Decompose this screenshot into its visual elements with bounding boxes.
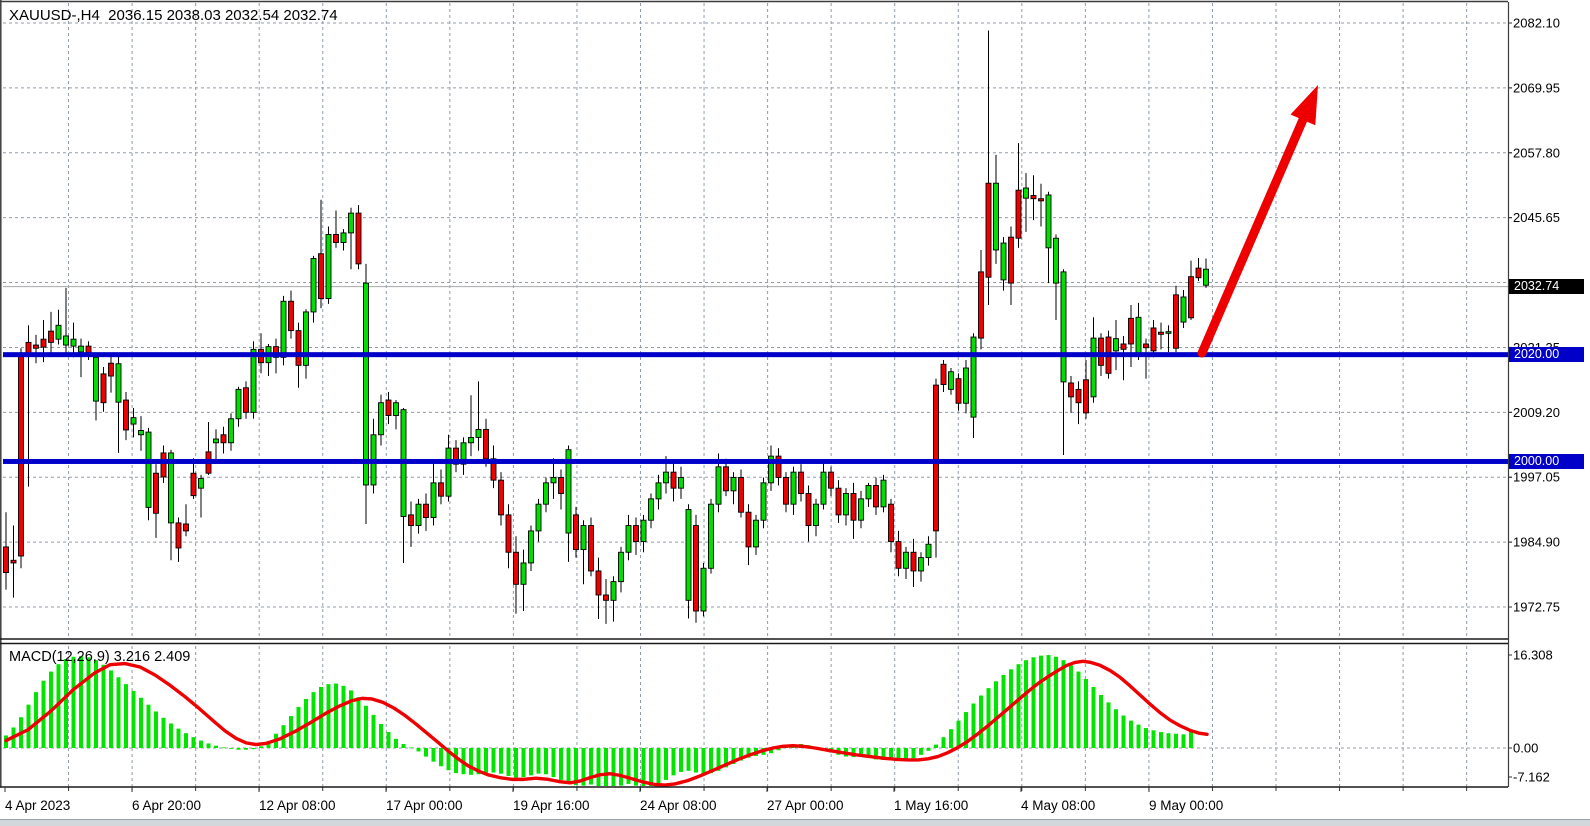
svg-text:-7.162: -7.162	[1513, 770, 1550, 785]
svg-text:2069.95: 2069.95	[1513, 80, 1560, 95]
svg-text:19 Apr 16:00: 19 Apr 16:00	[513, 798, 590, 813]
svg-text:27 Apr 00:00: 27 Apr 00:00	[767, 798, 844, 813]
svg-text:17 Apr 00:00: 17 Apr 00:00	[386, 798, 463, 813]
window-bottom-edge	[0, 819, 1590, 826]
svg-text:24 Apr 08:00: 24 Apr 08:00	[640, 798, 717, 813]
svg-text:9 May 00:00: 9 May 00:00	[1149, 798, 1223, 813]
svg-text:2082.10: 2082.10	[1513, 16, 1560, 31]
macd-indicator-label: MACD(12,26,9) 3.216 2.409	[9, 649, 191, 665]
symbol-ohlc-title: XAUUSD-,H4 2036.15 2038.03 2032.54 2032.…	[9, 7, 338, 24]
price-scale[interactable]	[1509, 0, 1590, 787]
svg-text:2057.80: 2057.80	[1513, 145, 1560, 160]
svg-text:1997.05: 1997.05	[1513, 470, 1560, 485]
svg-text:1972.75: 1972.75	[1513, 600, 1560, 615]
time-scale[interactable]	[0, 788, 1508, 818]
resistance-level-badge: 2020.00	[1509, 347, 1584, 363]
svg-text:4 May 08:00: 4 May 08:00	[1021, 798, 1095, 813]
svg-text:2009.20: 2009.20	[1513, 405, 1560, 420]
svg-text:2045.65: 2045.65	[1513, 210, 1560, 225]
support-level-badge: 2000.00	[1509, 453, 1584, 469]
svg-text:0.00: 0.00	[1513, 741, 1538, 756]
svg-text:1 May 16:00: 1 May 16:00	[894, 798, 968, 813]
current-price-badge: 2032.74	[1509, 279, 1584, 295]
svg-text:16.308: 16.308	[1513, 648, 1553, 663]
svg-text:6 Apr 20:00: 6 Apr 20:00	[132, 798, 201, 813]
svg-text:4 Apr 2023: 4 Apr 2023	[5, 798, 70, 813]
svg-text:1984.90: 1984.90	[1513, 535, 1560, 550]
svg-text:12 Apr 08:00: 12 Apr 08:00	[259, 798, 336, 813]
